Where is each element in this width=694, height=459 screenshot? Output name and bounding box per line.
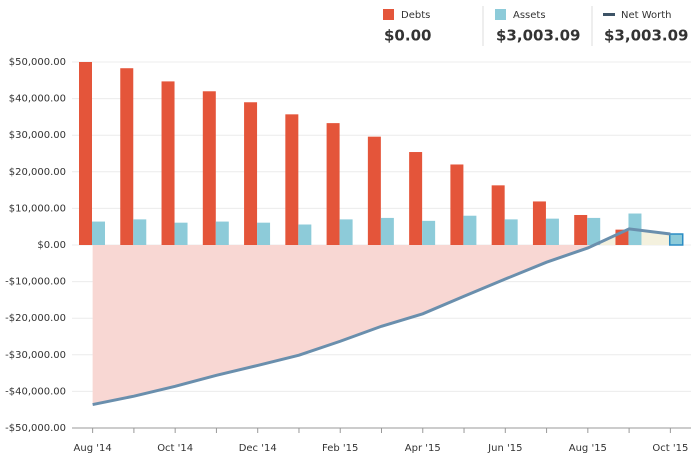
bar bbox=[326, 123, 340, 245]
x-tick-label: Dec '14 bbox=[239, 443, 277, 454]
total-value: $3,003.09 bbox=[604, 27, 688, 45]
bar bbox=[463, 215, 477, 245]
bar bbox=[79, 62, 92, 245]
x-tick-label: Aug '14 bbox=[74, 443, 112, 454]
legend-label: Debts bbox=[401, 10, 430, 21]
bar bbox=[532, 201, 546, 245]
net-worth-line bbox=[92, 227, 671, 407]
x-tick-label: Jun '15 bbox=[487, 443, 522, 454]
y-tick-label: $0.00 bbox=[37, 240, 66, 251]
y-tick-label: -$30,000.00 bbox=[5, 350, 66, 361]
bar bbox=[574, 214, 588, 245]
bar bbox=[257, 222, 271, 245]
y-tick-label: $20,000.00 bbox=[9, 167, 66, 178]
bar bbox=[504, 219, 518, 245]
bar bbox=[545, 218, 559, 245]
bar bbox=[587, 217, 601, 245]
y-tick-label: $10,000.00 bbox=[9, 203, 66, 214]
bar bbox=[409, 152, 423, 245]
legend-label: Net Worth bbox=[621, 10, 672, 21]
bar bbox=[422, 220, 436, 245]
legend-label: Assets bbox=[513, 10, 546, 21]
bar bbox=[367, 136, 381, 245]
total-value: $3,003.09 bbox=[496, 27, 580, 45]
y-tick-label: -$10,000.00 bbox=[5, 277, 66, 288]
legend-swatch bbox=[603, 13, 615, 16]
total-value: $0.00 bbox=[384, 27, 431, 45]
y-tick-label: $50,000.00 bbox=[9, 57, 66, 68]
bar bbox=[298, 224, 312, 245]
bar bbox=[285, 114, 299, 245]
bar bbox=[450, 164, 464, 245]
bar bbox=[92, 221, 105, 245]
y-tick-label: -$20,000.00 bbox=[5, 313, 66, 324]
bar bbox=[133, 219, 147, 245]
x-tick-label: Feb '15 bbox=[322, 443, 358, 454]
bar bbox=[380, 217, 394, 245]
bar bbox=[174, 222, 188, 245]
bar bbox=[202, 91, 216, 245]
y-tick-label: -$40,000.00 bbox=[5, 386, 66, 397]
x-tick-label: Oct '15 bbox=[652, 443, 688, 454]
bar bbox=[339, 219, 353, 245]
bar bbox=[215, 221, 229, 245]
bar bbox=[120, 68, 134, 245]
bar bbox=[491, 185, 505, 245]
x-tick-label: Aug '15 bbox=[569, 443, 607, 454]
bar bbox=[244, 102, 258, 245]
bar bbox=[668, 233, 684, 246]
x-tick-label: Oct '14 bbox=[157, 443, 193, 454]
legend-swatch bbox=[383, 9, 394, 20]
legend-swatch bbox=[495, 9, 506, 20]
y-tick-label: $30,000.00 bbox=[9, 130, 66, 141]
area-negative bbox=[92, 245, 671, 405]
y-tick-label: $40,000.00 bbox=[9, 94, 66, 105]
bar bbox=[161, 81, 175, 245]
x-tick-label: Apr '15 bbox=[405, 443, 441, 454]
area-positive bbox=[92, 228, 671, 245]
y-tick-label: -$50,000.00 bbox=[5, 423, 66, 434]
